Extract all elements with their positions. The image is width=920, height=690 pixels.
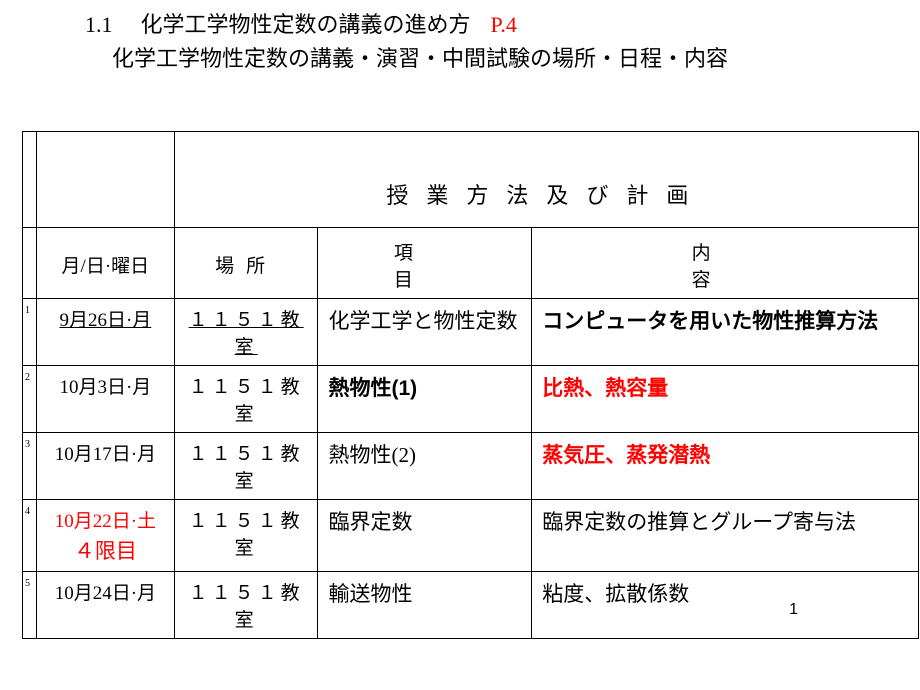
header-date-cell <box>36 131 174 227</box>
row-content: コンピュータを用いた物性推算方法 <box>532 298 919 365</box>
row-place: １１５１教室 <box>174 499 318 571</box>
row-date: 10月3日·月 <box>36 365 174 432</box>
row-item: 熱物性(2) <box>318 432 532 499</box>
row-place: １１５１教室 <box>174 432 318 499</box>
row-item: 化学工学と物性定数 <box>318 298 532 365</box>
subheader-content: 内容 <box>532 227 919 298</box>
subheader-place: 場所 <box>174 227 318 298</box>
table-row: 210月3日·月１１５１教室熱物性(1)比熱、熱容量 <box>23 365 919 432</box>
row-item: 輸送物性 <box>318 571 532 638</box>
schedule-table: 授業方法及び計画 月/日·曜日 場所 項目 内容 19月26日·月１１５１教室化… <box>22 131 919 639</box>
row-number: 4 <box>23 499 37 571</box>
table-row: 310月17日·月１１５１教室熱物性(2)蒸気圧、蒸発潜熱 <box>23 432 919 499</box>
table-sub-header-row: 月/日·曜日 場所 項目 内容 <box>23 227 919 298</box>
table-row: 19月26日·月１１５１教室化学工学と物性定数コンピュータを用いた物性推算方法 <box>23 298 919 365</box>
subheader-num <box>23 227 37 298</box>
subheader-date: 月/日·曜日 <box>36 227 174 298</box>
row-content: 臨界定数の推算とグループ寄与法 <box>532 499 919 571</box>
row-place: １１５１教室 <box>174 298 318 365</box>
table-main-header-row: 授業方法及び計画 <box>23 131 919 227</box>
row-number: 3 <box>23 432 37 499</box>
row-content: 比熱、熱容量 <box>532 365 919 432</box>
header-num-cell <box>23 131 37 227</box>
row-date: 10月24日·月 <box>36 571 174 638</box>
row-item: 熱物性(1) <box>318 365 532 432</box>
schedule-table-container: 授業方法及び計画 月/日·曜日 場所 項目 内容 19月26日·月１１５１教室化… <box>22 131 920 639</box>
row-content: 粘度、拡散係数 <box>532 571 919 638</box>
row-date: 9月26日·月 <box>36 298 174 365</box>
title-text: 化学工学物性定数の講義の進め方 <box>141 10 471 41</box>
row-number: 1 <box>23 298 37 365</box>
row-date: 10月17日·月 <box>36 432 174 499</box>
document-header: 1.1 化学工学物性定数の講義の進め方 P.4 化学工学物性定数の講義・演習・中… <box>0 0 920 73</box>
table-body: 19月26日·月１１５１教室化学工学と物性定数コンピュータを用いた物性推算方法2… <box>23 298 919 638</box>
subheader-item: 項目 <box>318 227 532 298</box>
row-item: 臨界定数 <box>318 499 532 571</box>
table-row: 410月22日·土４限目１１５１教室臨界定数臨界定数の推算とグループ寄与法 <box>23 499 919 571</box>
row-number: 5 <box>23 571 37 638</box>
row-number: 2 <box>23 365 37 432</box>
row-place: １１５１教室 <box>174 365 318 432</box>
row-content: 蒸気圧、蒸発潜熱 <box>532 432 919 499</box>
title-line: 1.1 化学工学物性定数の講義の進め方 P.4 <box>85 10 920 41</box>
table-row: 510月24日·月１１５１教室輸送物性粘度、拡散係数 <box>23 571 919 638</box>
main-header-cell: 授業方法及び計画 <box>174 131 918 227</box>
page-number: 1 <box>789 601 798 619</box>
row-date: 10月22日·土４限目 <box>36 499 174 571</box>
page-reference: P.4 <box>491 10 517 41</box>
subtitle-text: 化学工学物性定数の講義・演習・中間試験の場所・日程・内容 <box>112 41 920 73</box>
section-number: 1.1 <box>85 10 113 41</box>
row-place: １１５１教室 <box>174 571 318 638</box>
